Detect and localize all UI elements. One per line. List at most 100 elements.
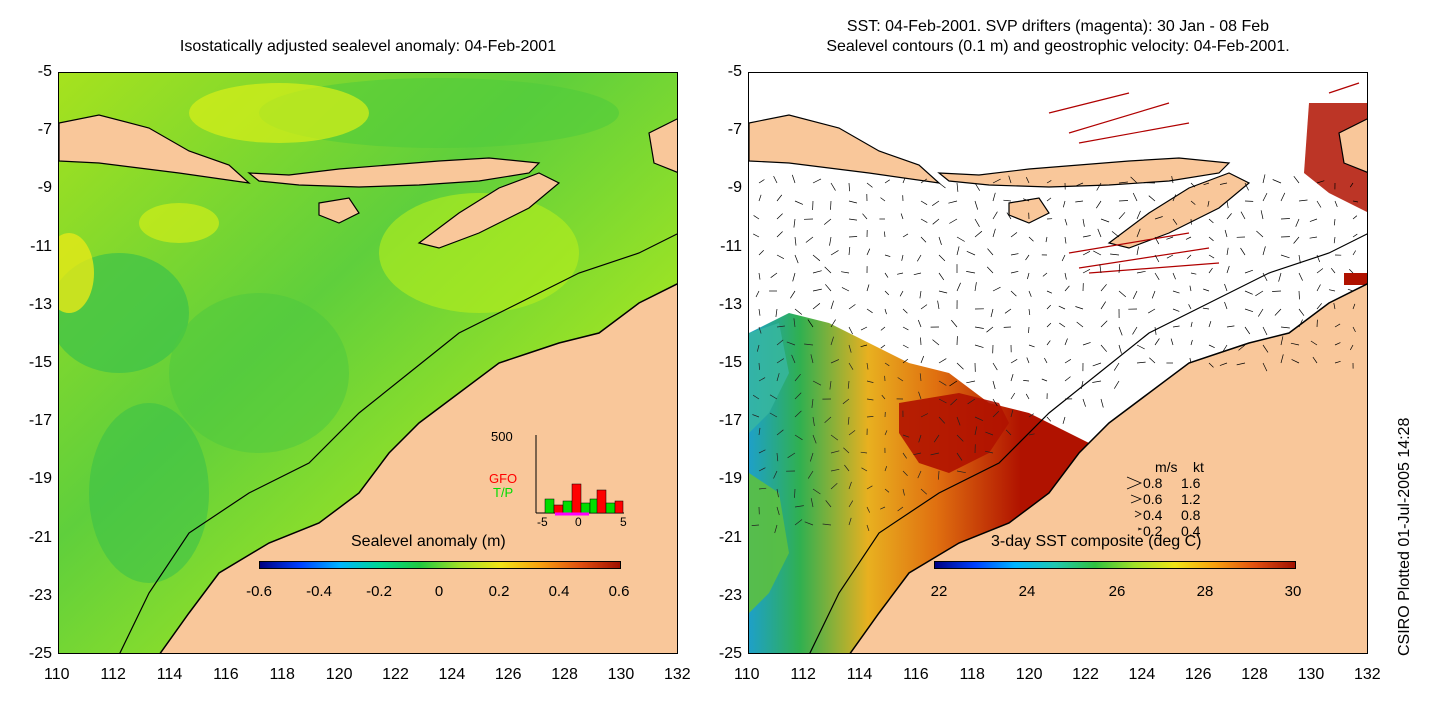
velocity-arrow bbox=[1118, 200, 1129, 202]
velocity-arrow bbox=[1100, 344, 1107, 352]
right-colorbar-label-3: 28 bbox=[1196, 583, 1214, 600]
velocity-arrow bbox=[1262, 362, 1268, 372]
velocity-arrow bbox=[1046, 180, 1052, 184]
velocity-arrow bbox=[848, 481, 852, 490]
velocity-arrow bbox=[812, 380, 822, 386]
velocity-arrow bbox=[1041, 378, 1048, 382]
credit-label: CSIRO Plotted 01-Jul-2005 14:28 bbox=[1396, 417, 1413, 656]
velocity-arrow bbox=[773, 470, 778, 479]
velocity-arrow bbox=[1291, 359, 1300, 364]
velocity-arrow bbox=[812, 488, 821, 495]
velocity-arrow bbox=[1075, 306, 1084, 310]
left-panel-y-tick-2: -9 bbox=[37, 179, 52, 197]
velocity-arrow bbox=[1208, 362, 1214, 368]
velocity-arrow bbox=[992, 286, 1001, 292]
velocity-arrow bbox=[776, 213, 783, 220]
velocity-arrow bbox=[1309, 236, 1318, 239]
velocity-arrow bbox=[866, 182, 873, 188]
velocity-arrow bbox=[847, 416, 850, 425]
velocity-legend-kt-2: 0.8 bbox=[1181, 507, 1201, 523]
velocity-arrow bbox=[920, 236, 927, 243]
velocity-arrow bbox=[974, 344, 984, 348]
velocity-arrow bbox=[805, 236, 814, 243]
velocity-legend-header-kt: kt bbox=[1193, 459, 1204, 475]
velocity-arrow bbox=[822, 523, 832, 526]
velocity-arrow bbox=[848, 344, 852, 353]
velocity-arrow bbox=[1118, 212, 1126, 220]
right-colorbar-label-1: 24 bbox=[1018, 583, 1036, 600]
velocity-arrow bbox=[791, 354, 796, 364]
velocity-arrow bbox=[793, 218, 796, 228]
velocity-arrow bbox=[880, 344, 886, 349]
velocity-arrow bbox=[1064, 359, 1072, 364]
velocity-arrow bbox=[1046, 290, 1053, 294]
velocity-arrow bbox=[1352, 215, 1358, 220]
velocity-arrow bbox=[1334, 323, 1341, 328]
velocity-arrow bbox=[1280, 192, 1286, 202]
velocity-arrow bbox=[1132, 290, 1138, 299]
left-panel-x-tick-2: 114 bbox=[156, 666, 183, 683]
velocity-arrow bbox=[1189, 357, 1192, 364]
velocity-arrow bbox=[1188, 304, 1192, 310]
velocity-arrow bbox=[752, 414, 760, 418]
inset-x-label-2: 5 bbox=[620, 515, 627, 529]
velocity-arrow bbox=[1260, 210, 1264, 220]
velocity-arrow bbox=[807, 319, 814, 328]
velocity-arrow bbox=[992, 362, 998, 371]
velocity-arrow bbox=[1008, 175, 1012, 184]
left-colorbar-label-4: 0.2 bbox=[488, 583, 510, 600]
velocity-arrow bbox=[1172, 194, 1177, 202]
right-panel-x-tick-8: 126 bbox=[1184, 666, 1212, 683]
velocity-arrow bbox=[1186, 254, 1192, 260]
velocity-arrow bbox=[1226, 200, 1229, 209]
velocity-arrow bbox=[787, 452, 796, 459]
velocity-arrow bbox=[932, 200, 940, 206]
velocity-arrow bbox=[810, 498, 814, 508]
velocity-arrow bbox=[1010, 358, 1018, 364]
velocity-arrow bbox=[1132, 192, 1138, 202]
velocity-arrow bbox=[1058, 305, 1066, 310]
velocity-arrow bbox=[1100, 301, 1106, 310]
velocity-arrow bbox=[751, 524, 760, 526]
velocity-arrow bbox=[1207, 200, 1210, 207]
velocity-arrow bbox=[825, 284, 832, 292]
velocity-arrow bbox=[1347, 288, 1354, 292]
velocity-arrow bbox=[1028, 308, 1031, 316]
velocity-arrow bbox=[812, 254, 821, 262]
velocity-arrow bbox=[1298, 290, 1300, 300]
left-panel-x-tick-3: 116 bbox=[213, 666, 239, 683]
velocity-arrow bbox=[1202, 307, 1210, 310]
velocity-arrow bbox=[1244, 269, 1254, 274]
velocity-arrow bbox=[884, 231, 886, 238]
right-colorbar-label-0: 22 bbox=[930, 583, 948, 600]
velocity-arrow bbox=[899, 290, 904, 297]
velocity-arrow bbox=[902, 326, 909, 331]
right-panel-x-tick-5: 120 bbox=[1015, 666, 1043, 683]
velocity-arrow bbox=[1118, 344, 1122, 354]
velocity-arrow bbox=[919, 373, 922, 382]
right-colorbar-label-2: 26 bbox=[1108, 583, 1126, 600]
velocity-arrow bbox=[948, 200, 958, 204]
velocity-arrow bbox=[1352, 233, 1358, 238]
velocity-arrow bbox=[1004, 308, 1012, 314]
velocity-arrow bbox=[956, 182, 959, 192]
velocity-arrow bbox=[758, 362, 760, 370]
velocity-arrow bbox=[880, 197, 886, 202]
velocity-arrow bbox=[1010, 290, 1017, 297]
velocity-arrow bbox=[1005, 429, 1012, 436]
velocity-arrow bbox=[1025, 254, 1030, 261]
velocity-arrow bbox=[1075, 182, 1084, 187]
velocity-legend-kt-0: 1.6 bbox=[1181, 475, 1201, 491]
velocity-arrow bbox=[918, 434, 922, 443]
velocity-arrow bbox=[956, 246, 960, 256]
velocity-arrow bbox=[884, 179, 890, 184]
velocity-arrow bbox=[1025, 177, 1030, 184]
velocity-arrow bbox=[769, 394, 778, 400]
velocity-arrow bbox=[986, 266, 994, 274]
velocity-arrow bbox=[950, 398, 958, 406]
velocity-arrow bbox=[758, 449, 766, 454]
left-panel-y-tick-5: -15 bbox=[28, 354, 52, 371]
velocity-arrow bbox=[775, 308, 778, 317]
velocity-arrow bbox=[1298, 199, 1308, 202]
right-panel-y-tick-9: -23 bbox=[718, 586, 742, 604]
